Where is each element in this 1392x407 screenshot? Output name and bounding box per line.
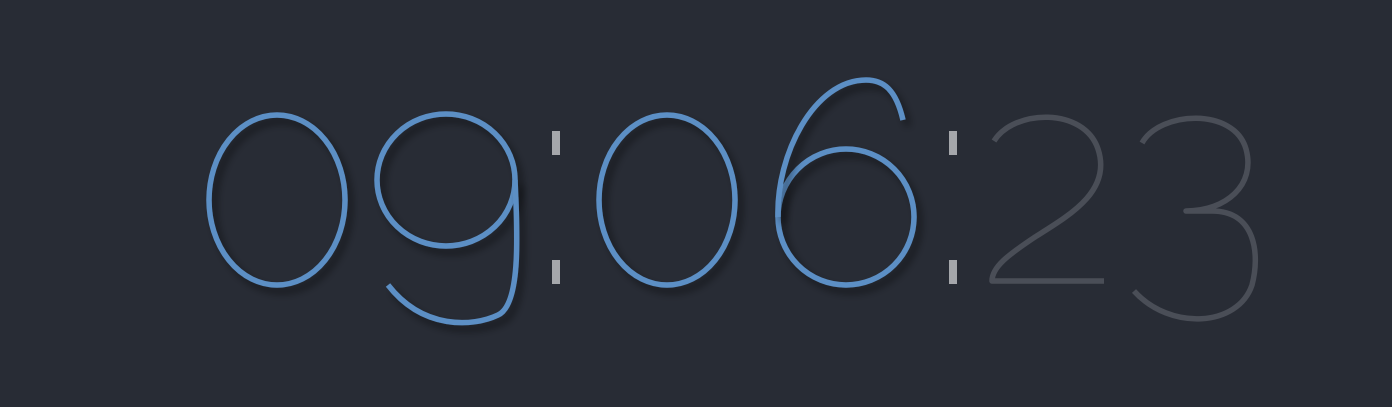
digit-2-stroke-1 [989, 114, 1104, 284]
hours-group [206, 111, 520, 326]
digit-6-stroke-2 [775, 77, 906, 218]
digit-3-stroke-1 [1131, 115, 1259, 322]
digit-0-stroke-1 [206, 112, 348, 288]
hours-tens-digit [206, 112, 348, 288]
digit-6-stroke-1 [775, 146, 917, 288]
separator-2-bottom-dot [949, 260, 957, 284]
separator-1-bottom-dot [552, 260, 560, 284]
separator-1 [552, 131, 560, 284]
minutes-group [596, 77, 917, 288]
seconds-tens-digit [989, 114, 1104, 284]
digit-9-stroke-2 [385, 179, 520, 326]
separator-2-top-dot [949, 131, 957, 155]
digit-0-stroke-1 [596, 112, 738, 288]
separator-2 [949, 131, 957, 284]
seconds-ones-digit [1131, 115, 1259, 322]
separator-1-top-dot [552, 131, 560, 155]
minutes-ones-digit [775, 77, 917, 288]
minutes-tens-digit [596, 112, 738, 288]
seconds-group [989, 114, 1259, 322]
digit-9-stroke-1 [374, 111, 518, 249]
hours-ones-digit [374, 111, 520, 326]
